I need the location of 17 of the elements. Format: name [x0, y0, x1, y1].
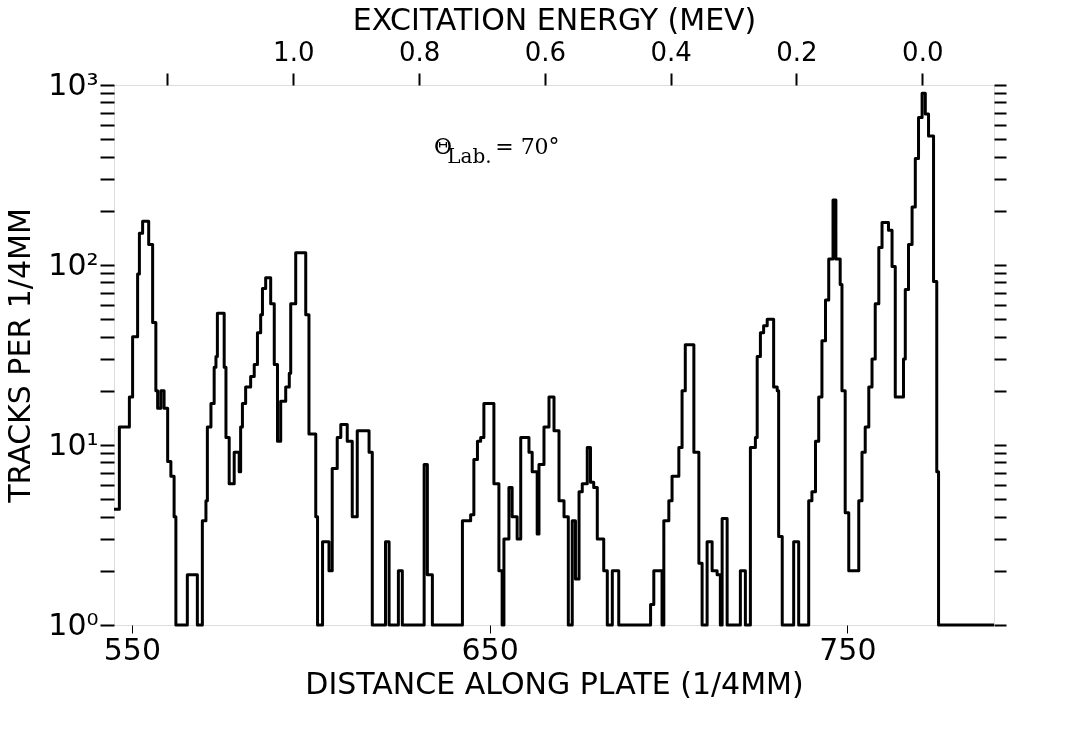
x2-tick-label: 1.0	[273, 36, 315, 67]
x2-tick-label: 0.2	[776, 36, 818, 67]
x-tick-label: 650	[461, 631, 519, 667]
x2-tick-label: 0.4	[650, 36, 692, 67]
y-axis-title: TRACKS PER 1/4MM	[2, 208, 38, 504]
x2-tick-label: 0.6	[524, 36, 567, 67]
x-axis-title: DISTANCE ALONG PLATE (1/4MM)	[305, 665, 804, 701]
y-tick-label: 10³	[48, 66, 99, 102]
x2-axis-title: EXCITATION ENERGY (MEV)	[352, 1, 757, 37]
y-tick-label: 10⁰	[48, 606, 99, 642]
x-tick-label: 550	[103, 631, 162, 667]
y-tick-label: 10²	[48, 246, 99, 282]
x-tick-label: 750	[819, 631, 877, 667]
y-tick-label: 10¹	[48, 426, 99, 462]
annotation: ΘLab.= 70°	[434, 134, 560, 168]
x2-tick-label: 0.0	[902, 36, 944, 67]
x2-tick-label: 0.8	[398, 36, 441, 67]
